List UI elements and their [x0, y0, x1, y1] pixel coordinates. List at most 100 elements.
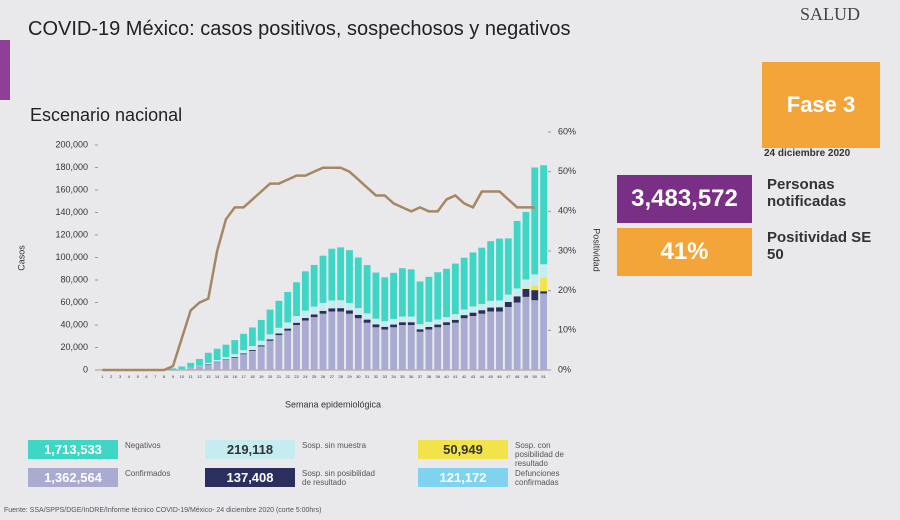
x-tick-label: 40 — [444, 374, 449, 379]
bar-segment — [301, 310, 309, 319]
bar-segment — [522, 288, 530, 289]
bar-segment — [513, 296, 521, 303]
bar-segment — [354, 314, 362, 319]
x-tick-label: 41 — [453, 374, 458, 379]
bar-segment — [451, 314, 459, 320]
bar-segment — [540, 264, 547, 278]
x-axis-label: Semana epidemiológica — [285, 399, 381, 409]
x-tick-label: 46 — [497, 374, 502, 379]
x-tick-label: 16 — [233, 374, 238, 379]
bar-segment — [372, 324, 380, 328]
x-tick-label: 28 — [338, 374, 343, 379]
bar-segment — [204, 362, 212, 365]
bar-segment — [451, 322, 459, 370]
x-tick-label: 32 — [374, 374, 379, 379]
bar-segment — [346, 310, 353, 314]
bar-segment — [399, 322, 406, 325]
x-tick-label: 2 — [110, 374, 113, 379]
bar-segment — [390, 324, 397, 328]
accent-bar — [0, 40, 10, 100]
bar-segment — [354, 318, 362, 370]
bar-segment — [443, 325, 450, 370]
bar-segment — [443, 317, 450, 323]
bar-segment — [187, 362, 195, 368]
y2-tick-label: 60% — [558, 126, 576, 136]
bar-segment — [249, 350, 256, 370]
positivity-line — [102, 166, 535, 372]
bar-segment — [222, 357, 230, 360]
x-tick-label: 35 — [400, 374, 405, 379]
bar-segment — [443, 322, 450, 325]
bar-segment — [540, 291, 547, 294]
bar-segment — [390, 318, 397, 325]
positivity-value: 41% — [617, 228, 752, 276]
bar-segment — [328, 311, 336, 370]
bar-segment — [531, 285, 539, 291]
bar-segment — [504, 307, 512, 370]
bar-segment — [407, 325, 415, 370]
bar-segment — [381, 326, 389, 330]
legend-value: 219,118 — [205, 440, 295, 459]
bar-segment — [319, 255, 327, 303]
x-tick-label: 24 — [303, 374, 308, 379]
x-tick-label: 4 — [128, 374, 131, 379]
y-tick-label: 100,000 — [55, 252, 88, 262]
legend-label: Sosp. con posibilidad de resultado — [515, 441, 564, 468]
bar-segment — [407, 322, 415, 325]
bar-segment — [231, 356, 239, 358]
x-tick-label: 29 — [347, 374, 352, 379]
y2-tick-label: 10% — [558, 325, 576, 335]
phase-box: Fase 3 — [762, 62, 880, 148]
bar-segment — [399, 316, 406, 323]
x-tick-label: 33 — [383, 374, 388, 379]
x-tick-label: 45 — [488, 374, 493, 379]
x-tick-label: 6 — [145, 374, 148, 379]
bar-segment — [540, 293, 547, 370]
bar-segment — [425, 276, 433, 322]
y-tick-label: 60,000 — [60, 297, 88, 307]
bar-segment — [249, 346, 256, 350]
bar-segment — [354, 257, 362, 309]
bar-segment — [434, 319, 442, 325]
bar-segment — [381, 329, 389, 370]
bar-segment — [531, 300, 539, 370]
bar-segment — [240, 354, 247, 370]
bar-segment — [381, 321, 389, 327]
bar-segment — [222, 359, 230, 360]
bar-segment — [416, 324, 424, 330]
bar-segment — [425, 326, 433, 330]
bar-segment — [531, 167, 539, 275]
bar-segment — [337, 311, 345, 370]
x-tick-label: 42 — [462, 374, 467, 379]
bar-segment — [363, 319, 371, 323]
bar-segment — [487, 241, 495, 301]
bar-segment — [337, 300, 345, 309]
x-tick-label: 37 — [418, 374, 423, 379]
bar-segment — [451, 263, 459, 315]
bar-segment — [478, 303, 486, 311]
bar-segment — [293, 282, 300, 316]
bar-segment — [257, 345, 265, 347]
bar-segment — [310, 306, 318, 315]
date: 24 diciembre 2020 — [764, 148, 851, 159]
bar-segment — [240, 333, 247, 351]
bar-segment — [487, 300, 495, 308]
bar-segment — [399, 325, 406, 370]
bar-segment — [513, 220, 521, 289]
logo: SALUD — [800, 4, 861, 24]
bar-segment — [372, 318, 380, 325]
y2-tick-label: 40% — [558, 206, 576, 216]
bar-segment — [293, 325, 300, 370]
bar-segment — [310, 314, 318, 318]
bar-segment — [328, 248, 336, 301]
legend-value: 1,362,564 — [28, 468, 118, 487]
x-tick-label: 43 — [471, 374, 476, 379]
bar-segment — [478, 310, 486, 314]
bar-segment — [328, 300, 336, 309]
bar-segment — [266, 339, 274, 341]
bar-segment — [222, 359, 230, 370]
bar-segment — [416, 281, 424, 325]
x-tick-label: 12 — [197, 374, 202, 379]
bar-segment — [257, 340, 265, 346]
y2-axis-label: Positividad — [592, 228, 602, 272]
